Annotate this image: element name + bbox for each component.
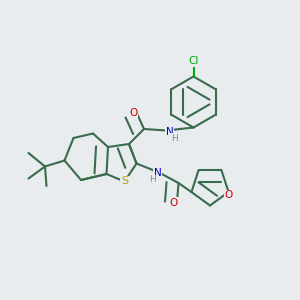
- Text: O: O: [129, 107, 138, 118]
- Text: N: N: [154, 167, 161, 178]
- Text: O: O: [170, 197, 178, 208]
- Text: Cl: Cl: [188, 56, 199, 67]
- Text: N: N: [166, 127, 173, 137]
- Text: H: H: [149, 176, 156, 184]
- Text: H: H: [171, 134, 177, 142]
- Text: O: O: [224, 190, 233, 200]
- Text: S: S: [121, 176, 128, 187]
